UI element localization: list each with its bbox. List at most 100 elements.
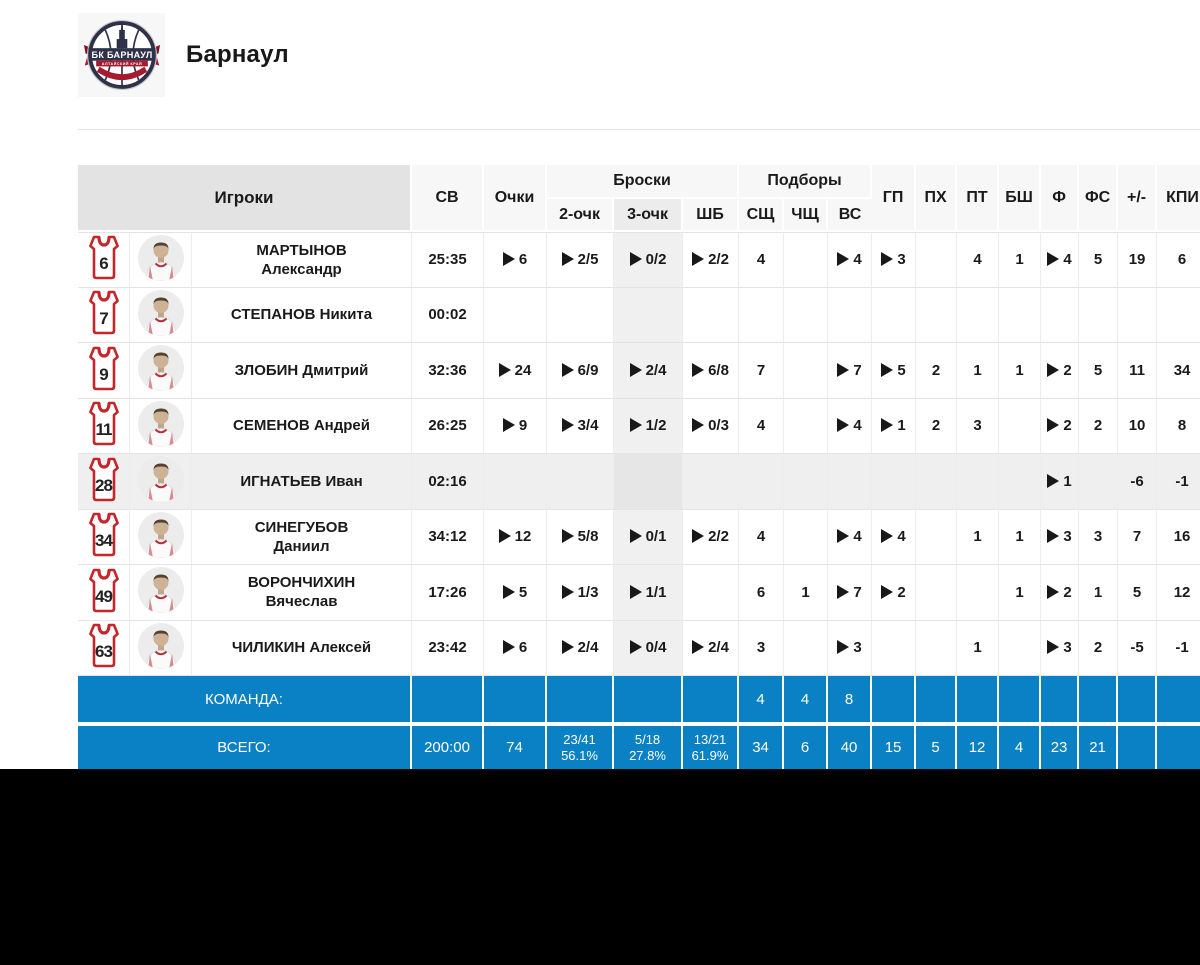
stat-cell-p3[interactable]: 1/2 <box>614 398 684 454</box>
play-video-icon <box>837 584 850 599</box>
stat-cell-tr[interactable]: 3 <box>828 620 873 676</box>
player-name-line: ВОРОНЧИХИН <box>247 574 356 592</box>
stat-cell-tr[interactable]: 7 <box>828 343 873 399</box>
stat-value: 2 <box>897 583 906 601</box>
stat-cell-pf[interactable]: 3 <box>1041 620 1080 676</box>
player-photo[interactable] <box>137 456 184 503</box>
stat-cell-to <box>957 287 1000 343</box>
stat-cell-p2[interactable]: 2/5 <box>547 232 615 288</box>
stat-value: 0/4 <box>645 639 667 657</box>
player-photo[interactable] <box>137 234 184 281</box>
stat-value: 23:42 <box>428 639 467 657</box>
stat-cell-to: 4 <box>957 232 1000 288</box>
play-video-icon <box>561 529 574 544</box>
player-name[interactable]: СИНЕГУБОВ Даниил <box>192 509 413 565</box>
play-video-icon <box>498 362 511 377</box>
player-name[interactable]: СТЕПАНОВ Никита <box>192 287 413 343</box>
stat-cell-p3[interactable]: 0/4 <box>614 620 684 676</box>
player-photo[interactable] <box>137 622 184 669</box>
stat-cell-p2[interactable]: 6/9 <box>547 343 615 399</box>
player-photo[interactable] <box>137 400 184 447</box>
stat-cell-p3[interactable]: 0/2 <box>614 232 684 288</box>
stat-cell-as[interactable]: 5 <box>872 343 917 399</box>
stat-cell-p3[interactable]: 0/1 <box>614 509 684 565</box>
stat-cell-as[interactable]: 1 <box>872 398 917 454</box>
stat-cell-p2[interactable]: 5/8 <box>547 509 615 565</box>
stat-cell-sv: 17:26 <box>412 565 485 621</box>
stat-cell-dr <box>784 232 829 288</box>
team-logo[interactable]: БК БАРНАУЛ АЛТАЙСКИЙ КРАЙ <box>78 13 165 97</box>
photo-cell <box>130 232 192 288</box>
play-video-icon <box>837 640 850 655</box>
play-video-icon <box>629 584 642 599</box>
stat-cell-p2[interactable]: 2/4 <box>547 620 615 676</box>
stat-cell-sv: 34:12 <box>412 509 485 565</box>
stat-cell-tr[interactable]: 4 <box>828 398 873 454</box>
stat-value: 34 <box>1173 361 1191 379</box>
stat-cell-ft[interactable]: 2/2 <box>683 232 740 288</box>
stat-cell-pf[interactable]: 2 <box>1041 343 1080 399</box>
header-st: ПХ <box>916 165 958 232</box>
stat-cell-as[interactable]: 3 <box>872 232 917 288</box>
team-totals-row: КОМАНДА: 4 4 8 <box>78 676 1200 722</box>
stat-cell-pf[interactable]: 2 <box>1041 565 1080 621</box>
play-video-icon <box>881 418 894 433</box>
stat-cell-pf[interactable]: 2 <box>1041 398 1080 454</box>
stat-cell-tr[interactable]: 4 <box>828 509 873 565</box>
stat-cell-st <box>916 565 958 621</box>
player-name[interactable]: МАРТЫНОВ Александр <box>192 232 413 288</box>
stat-value: 2 <box>1063 417 1072 435</box>
jersey-cell: 49 <box>78 565 130 621</box>
player-name[interactable]: ЗЛОБИН Дмитрий <box>192 343 413 399</box>
stat-value: 3 <box>897 251 906 269</box>
player-row: 49 ВОРОНЧИХИН Вячеслав 17:26 5 1/3 1/1 6 1 7 2 1 2 1 5… <box>78 565 1200 621</box>
player-name[interactable]: ИГНАТЬЕВ Иван <box>192 454 413 510</box>
stat-cell-as[interactable]: 4 <box>872 509 917 565</box>
stat-cell-pf[interactable]: 1 <box>1041 454 1080 510</box>
stat-value: 2 <box>1093 417 1103 435</box>
stat-cell-pts[interactable]: 12 <box>484 509 548 565</box>
stat-cell-ft[interactable]: 2/2 <box>683 509 740 565</box>
stat-cell-pts[interactable]: 6 <box>484 620 548 676</box>
stat-cell-p2[interactable]: 3/4 <box>547 398 615 454</box>
jersey-cell: 63 <box>78 620 130 676</box>
stat-cell-pts[interactable]: 6 <box>484 232 548 288</box>
stat-cell-p3[interactable]: 1/1 <box>614 565 684 621</box>
stat-cell-p3[interactable]: 2/4 <box>614 343 684 399</box>
team-row-cell-bs <box>999 676 1042 722</box>
play-video-icon <box>881 252 894 267</box>
stat-cell-pts[interactable]: 5 <box>484 565 548 621</box>
stat-cell-tr[interactable]: 4 <box>828 232 873 288</box>
stat-cell-sv: 23:42 <box>412 620 485 676</box>
stat-cell-pm: 11 <box>1118 343 1158 399</box>
stat-cell-pf[interactable]: 3 <box>1041 509 1080 565</box>
stat-cell-pf[interactable]: 4 <box>1041 232 1080 288</box>
stat-cell-pm: 10 <box>1118 398 1158 454</box>
player-name[interactable]: СЕМЕНОВ Андрей <box>192 398 413 454</box>
stat-value: 2/4 <box>708 639 729 657</box>
play-video-icon <box>1047 252 1060 267</box>
player-name[interactable]: ВОРОНЧИХИН Вячеслав <box>192 565 413 621</box>
stat-cell-bs <box>999 287 1042 343</box>
player-photo[interactable] <box>137 289 184 336</box>
stat-cell-ft[interactable]: 6/8 <box>683 343 740 399</box>
stat-cell-pts[interactable]: 9 <box>484 398 548 454</box>
play-video-icon <box>692 529 705 544</box>
stat-cell-as[interactable]: 2 <box>872 565 917 621</box>
player-photo[interactable] <box>137 345 184 392</box>
stat-cell-pts[interactable]: 24 <box>484 343 548 399</box>
stat-cell-tr[interactable]: 7 <box>828 565 873 621</box>
stat-cell-to: 1 <box>957 620 1000 676</box>
stat-value: 4 <box>756 251 766 269</box>
stat-cell-pm: 7 <box>1118 509 1158 565</box>
stat-cell-ft[interactable]: 0/3 <box>683 398 740 454</box>
player-photo[interactable] <box>137 511 184 558</box>
stat-cell-eff: 6 <box>1157 232 1200 288</box>
team-name[interactable]: Барнаул <box>186 41 289 68</box>
stat-cell-p2[interactable]: 1/3 <box>547 565 615 621</box>
player-photo[interactable] <box>137 567 184 614</box>
stat-cell-ft[interactable]: 2/4 <box>683 620 740 676</box>
team-row-cell-as <box>872 676 917 722</box>
player-name[interactable]: ЧИЛИКИН Алексей <box>192 620 413 676</box>
table-body: 6 МАРТЫНОВ Александр 25:35 6 2/5 0/2 2/2 4 4 3 4 1 4 5… <box>78 232 1200 676</box>
